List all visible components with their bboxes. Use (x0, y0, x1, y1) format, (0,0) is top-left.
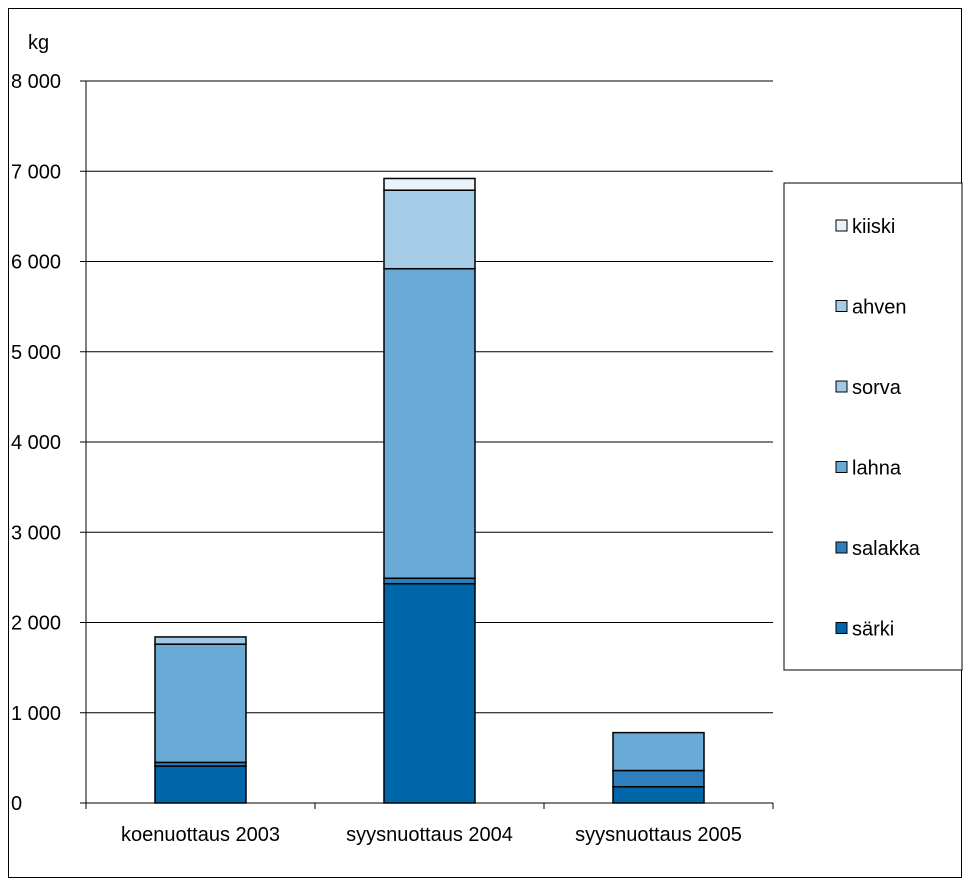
legend-label-sorva: sorva (852, 377, 902, 399)
legend-swatch-ahven (835, 300, 848, 312)
y-tick-label: 0 (11, 793, 22, 815)
legend-swatch-salakka (835, 541, 848, 554)
y-tick-label: 3 000 (11, 522, 61, 544)
bar-segment-lahna (383, 267, 476, 580)
legend-swatch-lahna (835, 461, 848, 473)
y-tick-label: 6 000 (11, 252, 61, 274)
legend-box (783, 182, 963, 671)
x-tick-label: koenuottaus 2003 (121, 824, 280, 846)
legend-swatch-kiiski (835, 219, 848, 232)
stacked-bar-chart: kg 0 1 000 2 000 3 000 4 000 5 000 6 000 7 000 8… (11, 32, 963, 846)
axes: 0 1 000 2 000 3 000 4 000 5 000 6 000 7 000 8 00… (11, 71, 774, 846)
legend-swatch-sorva (835, 380, 848, 393)
x-tick-label: syysnuottaus 2005 (575, 824, 742, 846)
y-tick-label: 8 000 (11, 71, 61, 93)
legend: kiiski ahven sorva lahna salakka särki (783, 182, 963, 671)
bar-segment-kiiski (383, 177, 476, 191)
bar-segment-lahna (154, 643, 247, 764)
y-tick-label: 5 000 (11, 342, 61, 364)
legend-label-lahna: lahna (852, 458, 902, 480)
bar-segment-särki (383, 582, 476, 804)
legend-label-ahven: ahven (852, 297, 907, 319)
legend-label-salakka: salakka (852, 538, 921, 560)
bar-segment-särki (154, 765, 247, 804)
y-tick-label: 1 000 (11, 703, 61, 725)
y-tick-label: 7 000 (11, 161, 61, 183)
legend-swatch-särki (835, 622, 848, 634)
y-axis-unit-label: kg (28, 32, 49, 54)
bar-segment-lahna (612, 731, 705, 772)
y-tick-label: 4 000 (11, 432, 61, 454)
chart-frame: kg 0 1 000 2 000 3 000 4 000 5 000 6 000 7 000 8… (8, 8, 963, 878)
bar-segment-särki (612, 786, 705, 804)
legend-label-särki: särki (852, 619, 894, 641)
bar-segment-ahven (383, 189, 476, 270)
x-tick-label: syysnuottaus 2004 (346, 824, 513, 846)
bar-segment-salakka (383, 577, 476, 585)
bar-segment-sorva (154, 636, 247, 645)
legend-label-kiiski: kiiski (852, 216, 895, 238)
bars (154, 177, 705, 804)
y-tick-label: 2 000 (11, 613, 61, 635)
bar-segment-salakka (612, 769, 705, 788)
